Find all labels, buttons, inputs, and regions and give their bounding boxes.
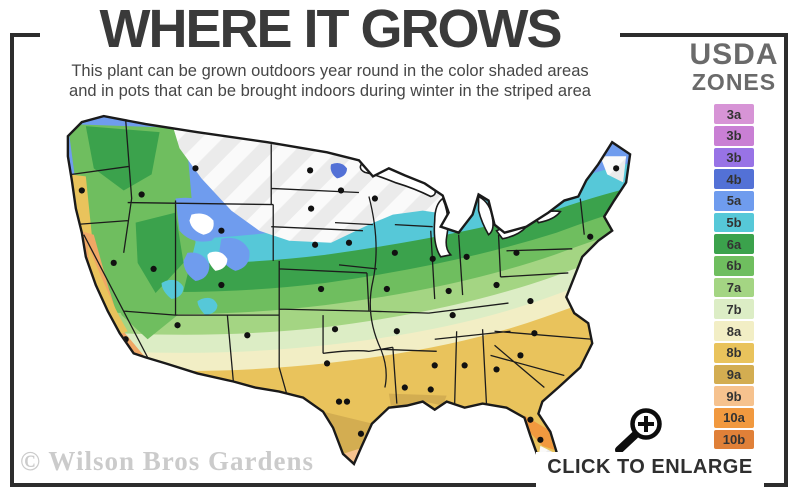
page-title: WHERE IT GROWS <box>89 0 571 56</box>
city-dot <box>401 384 408 391</box>
city-dot <box>308 205 315 212</box>
texas-tip-peach <box>343 447 362 465</box>
oregon-coast-gold <box>69 174 92 235</box>
lake-huron <box>477 195 494 236</box>
city-dot <box>323 360 331 367</box>
city-dot <box>449 312 456 319</box>
legend-zone-6b: 6b <box>714 256 754 276</box>
city-dot <box>427 386 434 393</box>
rockies-blue-3 <box>183 252 210 281</box>
minnesota-blue-speck <box>330 162 347 179</box>
city-dot <box>531 330 538 337</box>
city-dot <box>357 430 365 437</box>
legend-zone-8b: 8b <box>714 342 754 363</box>
city-dot <box>527 416 534 423</box>
city-dot <box>613 165 620 172</box>
city-dot <box>307 167 314 174</box>
inland-dark-green <box>135 212 184 294</box>
city-dot <box>493 281 500 289</box>
legend-zone-7b: 7b <box>714 299 754 320</box>
city-dot <box>393 328 400 335</box>
city-dot <box>431 362 438 369</box>
city-dot <box>539 179 546 186</box>
city-dot <box>517 352 524 359</box>
city-dot <box>110 259 117 266</box>
florida-orange <box>524 415 555 450</box>
city-dot <box>337 187 345 194</box>
magnifier-handle <box>615 431 639 454</box>
rockies-cyan-1 <box>161 279 184 300</box>
striped-region-maine <box>600 156 627 183</box>
rockies-white-1 <box>189 213 214 235</box>
rockies-white-2 <box>207 251 228 271</box>
city-dot <box>383 285 390 293</box>
city-dot <box>138 191 145 198</box>
city-dot <box>463 253 470 260</box>
city-dot <box>317 285 325 293</box>
city-dot <box>527 297 534 305</box>
click-to-enlarge-button[interactable]: CLICK TO ENLARGE <box>536 452 764 488</box>
legend-title-zones: ZONES <box>691 69 777 95</box>
legend-zone-3a: 3a <box>714 104 754 124</box>
city-dot <box>174 322 181 329</box>
state-borders <box>71 120 593 406</box>
city-dot <box>587 233 594 240</box>
city-dot <box>371 195 378 202</box>
city-dot <box>218 227 225 234</box>
magnifier-plus-icon[interactable] <box>604 400 674 460</box>
city-dot <box>559 187 566 194</box>
city-dot <box>78 187 85 194</box>
city-dot <box>218 281 225 289</box>
city-dot <box>335 398 343 405</box>
city-dot <box>445 287 452 295</box>
legend-title-usda: USDA <box>689 38 779 71</box>
legend-zone-6a: 6a <box>714 234 754 255</box>
city-dot <box>345 239 353 246</box>
city-dot <box>312 241 319 248</box>
legend-zone-3b: 3b <box>714 147 754 168</box>
legend-zone-8a: 8a <box>714 321 754 341</box>
legend-zone-9b: 9b <box>714 386 754 406</box>
city-dot <box>493 366 500 373</box>
city-dot <box>343 398 351 405</box>
legend-zone-5a: 5a <box>714 191 754 211</box>
subtitle: This plant can be grown outdoors year ro… <box>40 61 620 101</box>
subtitle-line-2: and in pots that can be brought indoors … <box>69 82 591 101</box>
louisiana-coast-dark-gold <box>388 393 447 407</box>
subtitle-line-1: This plant can be grown outdoors year ro… <box>71 62 589 80</box>
us-outline <box>66 114 632 470</box>
city-dot <box>192 165 199 172</box>
city-dot <box>537 207 544 214</box>
legend-zone-3b: 3b <box>714 125 754 146</box>
city-dot <box>513 249 520 256</box>
legend-zone-10a: 10a <box>714 407 754 428</box>
legend-zone-10b: 10b <box>714 429 754 450</box>
rockies-cyan-2 <box>197 297 218 316</box>
city-dot <box>572 172 579 179</box>
legend-zone-4b: 4b <box>714 169 754 190</box>
legend-swatches: 3a 3b 3b 4b 5a 5b 6a 6b 7a 7b 8a 8b 9a 9b 10a 10b <box>714 104 754 450</box>
legend-zone-5b: 5b <box>714 212 754 233</box>
city-dot <box>391 249 398 256</box>
city-dot <box>331 326 339 333</box>
central-valley-gold <box>87 244 128 336</box>
city-dot <box>244 332 251 339</box>
usda-zones-legend: USDA ZONES 3a 3b 3b 4b 5a 5b 6a 6b 7a 7b 8a 8b 9a 9b 1… <box>684 38 784 450</box>
city-dot <box>429 255 436 262</box>
rockies-blue-2 <box>219 237 250 271</box>
city-dot <box>461 362 468 369</box>
magnifier-lens <box>630 408 662 440</box>
usda-zone-map <box>66 114 632 470</box>
striped-region-north <box>171 122 451 243</box>
northwest-dark-green <box>85 126 160 191</box>
legend-zone-9a: 9a <box>714 364 754 385</box>
watermark: © Wilson Bros Gardens <box>20 446 314 476</box>
city-dot <box>150 265 157 273</box>
city-dot <box>537 436 544 443</box>
header: WHERE IT GROWS This plant can be grown o… <box>40 0 620 106</box>
legend-zone-7a: 7a <box>714 277 754 298</box>
california-coast-orange <box>79 230 144 358</box>
